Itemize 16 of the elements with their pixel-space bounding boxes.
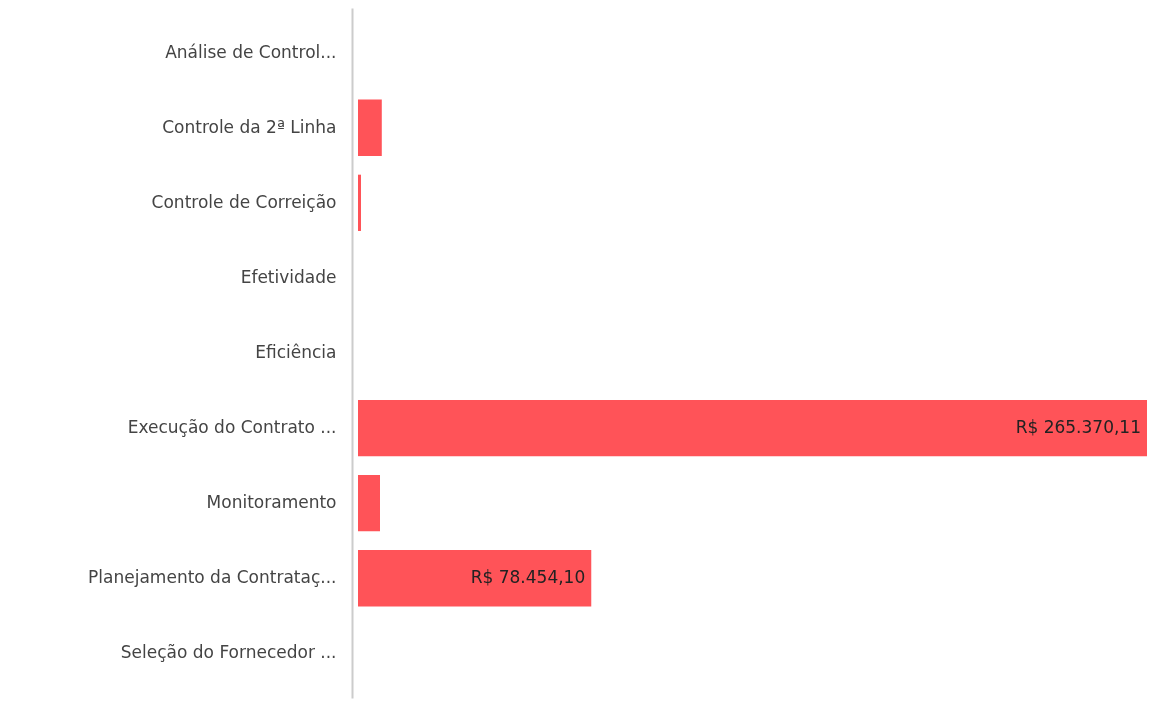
bar — [358, 475, 380, 532]
y-tick-label: Monitoramento — [206, 492, 337, 513]
y-tick-label: Controle de Correição — [151, 191, 337, 212]
data-label: R$ 78.454,10 — [470, 567, 586, 588]
y-tick-label: Planejamento da Contrataç... — [88, 567, 337, 588]
y-tick-label: Execução do Contrato ... — [127, 417, 337, 438]
bar — [358, 174, 361, 231]
y-tick-label: Análise de Control... — [165, 41, 337, 62]
y-tick-label: Eficiência — [255, 342, 337, 362]
bar — [358, 399, 1147, 457]
y-tick-label: Efetividade — [240, 266, 337, 287]
data-label: R$ 265.370,11 — [1015, 417, 1141, 438]
bar — [358, 99, 382, 156]
bar — [358, 550, 592, 607]
y-tick-label: Seleção do Fornecedor ... — [120, 642, 337, 663]
y-tick-label: Controle da 2ª Linha — [162, 116, 337, 137]
